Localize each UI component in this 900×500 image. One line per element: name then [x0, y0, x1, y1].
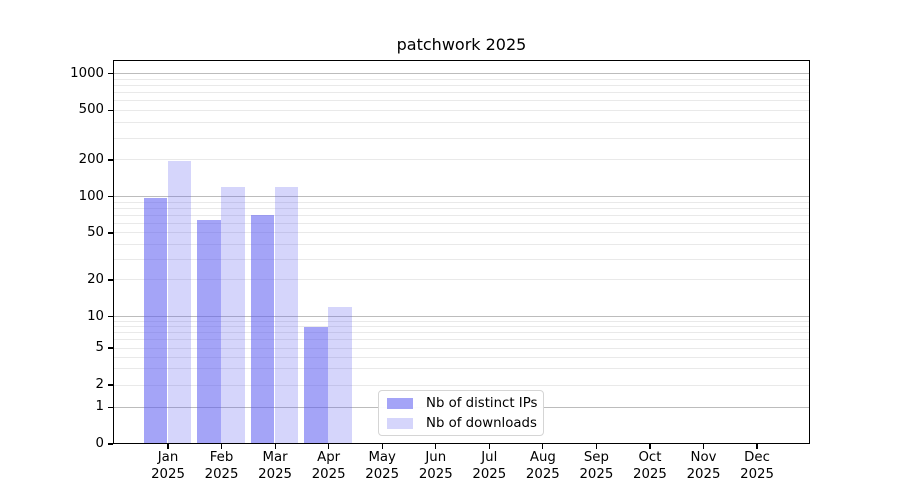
x-tick-year: 2025	[515, 467, 571, 484]
x-tick-year: 2025	[301, 467, 357, 484]
x-tick-month: Sep	[568, 450, 624, 467]
x-tick-month: Oct	[622, 450, 678, 467]
legend: Nb of distinct IPs Nb of downloads	[378, 390, 544, 436]
legend-swatch-downloads	[387, 418, 413, 429]
x-tick-month: May	[354, 450, 410, 467]
x-tick-label: Oct2025	[622, 450, 678, 483]
x-tick-year: 2025	[408, 467, 464, 484]
plot-area: Nb of distinct IPs Nb of downloads	[113, 60, 810, 444]
gridline-minor	[113, 138, 810, 139]
gridline-minor	[113, 85, 810, 86]
y-tick-label: 0	[0, 436, 104, 452]
x-tick-month: Jan	[140, 450, 196, 467]
gridline-minor	[113, 208, 810, 209]
y-tick-label: 100	[0, 189, 104, 205]
gridline-minor	[113, 215, 810, 216]
x-tick-mark	[328, 444, 329, 449]
x-tick-year: 2025	[247, 467, 303, 484]
x-tick-label: Feb2025	[194, 450, 250, 483]
x-tick-mark	[596, 444, 597, 449]
gridline-minor	[113, 202, 810, 203]
x-tick-label: Apr2025	[301, 450, 357, 483]
x-tick-month: Nov	[676, 450, 732, 467]
x-tick-label: Mar2025	[247, 450, 303, 483]
y-tick-label: 500	[0, 102, 104, 118]
x-tick-month: Feb	[194, 450, 250, 467]
bar-distinct-ips	[144, 198, 168, 444]
x-tick-mark	[435, 444, 436, 449]
x-tick-mark	[703, 444, 704, 449]
y-tick-label: 1	[0, 399, 104, 415]
chart-figure: patchwork 2025 Nb of distinct IPs Nb of …	[0, 0, 900, 500]
x-tick-label: Nov2025	[676, 450, 732, 483]
gridline-major	[113, 196, 810, 197]
gridline-minor	[113, 110, 810, 111]
x-tick-label: May2025	[354, 450, 410, 483]
x-tick-label: Jun2025	[408, 450, 464, 483]
legend-item-downloads: Nb of downloads	[387, 413, 535, 433]
x-tick-month: Dec	[729, 450, 785, 467]
x-tick-month: Jul	[461, 450, 517, 467]
gridline-minor	[113, 100, 810, 101]
x-tick-month: Apr	[301, 450, 357, 467]
y-tick-label: 50	[0, 225, 104, 241]
x-tick-label: Aug2025	[515, 450, 571, 483]
x-tick-year: 2025	[194, 467, 250, 484]
gridline-major	[113, 73, 810, 74]
x-tick-year: 2025	[354, 467, 410, 484]
y-tick-label: 200	[0, 152, 104, 168]
x-tick-mark	[649, 444, 650, 449]
gridline-minor	[113, 122, 810, 123]
x-tick-year: 2025	[729, 467, 785, 484]
x-tick-year: 2025	[461, 467, 517, 484]
bar-downloads	[168, 161, 192, 444]
x-tick-label: Sep2025	[568, 450, 624, 483]
x-tick-mark	[382, 444, 383, 449]
legend-item-distinct-ips: Nb of distinct IPs	[387, 393, 535, 413]
legend-swatch-distinct-ips	[387, 398, 413, 409]
x-tick-month: Aug	[515, 450, 571, 467]
bar-distinct-ips	[251, 215, 275, 444]
gridline-minor	[113, 92, 810, 93]
gridline-minor	[113, 79, 810, 80]
x-tick-year: 2025	[622, 467, 678, 484]
x-tick-label: Jan2025	[140, 450, 196, 483]
y-tick-mark	[108, 443, 113, 444]
bar-distinct-ips	[197, 220, 221, 444]
y-tick-label: 1000	[0, 66, 104, 82]
y-tick-label: 20	[0, 272, 104, 288]
bar-downloads	[275, 187, 299, 444]
bar-downloads	[221, 187, 245, 444]
y-tick-label: 10	[0, 309, 104, 325]
x-tick-label: Dec2025	[729, 450, 785, 483]
y-tick-label: 5	[0, 340, 104, 356]
x-tick-month: Mar	[247, 450, 303, 467]
x-tick-mark	[489, 444, 490, 449]
x-tick-mark	[167, 444, 168, 449]
x-tick-mark	[221, 444, 222, 449]
x-tick-year: 2025	[568, 467, 624, 484]
y-tick-label: 2	[0, 377, 104, 393]
legend-label-distinct-ips: Nb of distinct IPs	[426, 396, 537, 411]
legend-label-downloads: Nb of downloads	[426, 416, 537, 431]
x-tick-mark	[542, 444, 543, 449]
gridline-minor	[113, 159, 810, 160]
x-tick-month: Jun	[408, 450, 464, 467]
x-tick-mark	[756, 444, 757, 449]
x-tick-mark	[275, 444, 276, 449]
chart-title: patchwork 2025	[113, 35, 810, 54]
bar-distinct-ips	[304, 327, 328, 444]
x-tick-year: 2025	[140, 467, 196, 484]
x-tick-label: Jul2025	[461, 450, 517, 483]
x-tick-year: 2025	[676, 467, 732, 484]
bar-downloads	[328, 307, 352, 444]
